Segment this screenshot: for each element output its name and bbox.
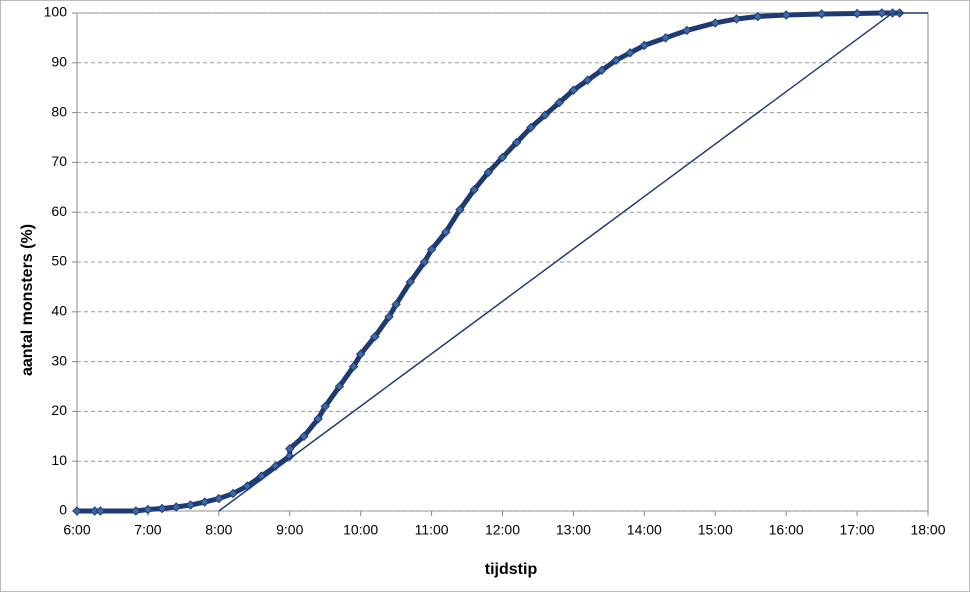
data-point	[72, 506, 82, 516]
data-point	[710, 18, 720, 28]
data-point	[171, 502, 181, 512]
data-point	[426, 244, 437, 255]
y-tick-label: 100	[44, 4, 68, 20]
x-tick-label: 6:00	[63, 522, 90, 538]
x-tick-label: 18:00	[910, 522, 945, 538]
data-point	[625, 48, 635, 58]
data-point	[299, 431, 309, 442]
data-point	[391, 299, 401, 310]
x-tick-label: 7:00	[134, 522, 161, 538]
data-point	[660, 33, 671, 43]
y-tick-label: 70	[51, 153, 67, 169]
data-point	[313, 414, 323, 424]
data-point	[384, 312, 394, 322]
x-tick-label: 16:00	[769, 522, 804, 538]
y-axis-title: aantal monsters (%)	[19, 224, 36, 376]
data-point	[419, 257, 430, 267]
data-point	[355, 349, 366, 359]
x-tick-label: 12:00	[485, 522, 520, 538]
data-point	[852, 8, 862, 19]
y-tick-label: 0	[59, 502, 67, 518]
data-point	[469, 185, 479, 195]
x-tick-label: 17:00	[840, 522, 875, 538]
data-point	[131, 506, 141, 516]
data-point	[682, 25, 692, 36]
data-point	[781, 10, 791, 20]
y-tick-label: 10	[51, 452, 67, 468]
data-point	[568, 85, 579, 95]
y-tick-label: 20	[51, 402, 67, 418]
data-point	[285, 444, 295, 454]
x-tick-label: 9:00	[276, 522, 303, 538]
data-point	[228, 488, 238, 499]
data-point	[483, 167, 494, 178]
x-tick-label: 8:00	[205, 522, 232, 538]
data-point	[554, 97, 564, 108]
y-tick-label: 50	[51, 253, 67, 269]
x-axis-title: tijdstip	[485, 561, 538, 578]
data-point	[816, 9, 827, 19]
data-point	[753, 11, 763, 22]
data-point	[185, 500, 196, 510]
data-point	[334, 381, 345, 392]
data-point	[540, 110, 550, 120]
data-point	[526, 122, 536, 133]
x-tick-label: 10:00	[343, 522, 378, 538]
x-tick-label: 13:00	[556, 522, 591, 538]
y-tick-label: 60	[51, 203, 67, 219]
y-tick-label: 90	[51, 54, 67, 70]
data-point	[877, 8, 887, 18]
data-point	[143, 504, 153, 515]
data-point	[270, 461, 281, 471]
data-point	[511, 137, 522, 148]
data-point	[95, 506, 106, 516]
data-point	[611, 55, 621, 66]
y-tick-label: 40	[51, 303, 67, 319]
data-point	[731, 14, 742, 24]
y-tick-label: 80	[51, 103, 67, 119]
x-tick-label: 14:00	[627, 522, 662, 538]
data-point	[639, 40, 650, 51]
data-point	[455, 205, 465, 215]
data-point	[597, 65, 607, 75]
data-point	[582, 75, 593, 85]
data-point	[497, 152, 508, 163]
data-point	[370, 331, 380, 342]
data-point	[214, 493, 224, 504]
data-point	[348, 361, 359, 372]
data-point	[199, 497, 210, 507]
data-point	[441, 227, 451, 237]
x-tick-label: 11:00	[415, 522, 449, 538]
data-point	[157, 503, 167, 514]
x-tick-label: 15:00	[698, 522, 733, 538]
data-point	[405, 277, 416, 287]
data-point	[285, 451, 295, 461]
data-point	[320, 401, 330, 412]
y-tick-label: 30	[51, 352, 67, 368]
series-line	[218, 12, 928, 512]
